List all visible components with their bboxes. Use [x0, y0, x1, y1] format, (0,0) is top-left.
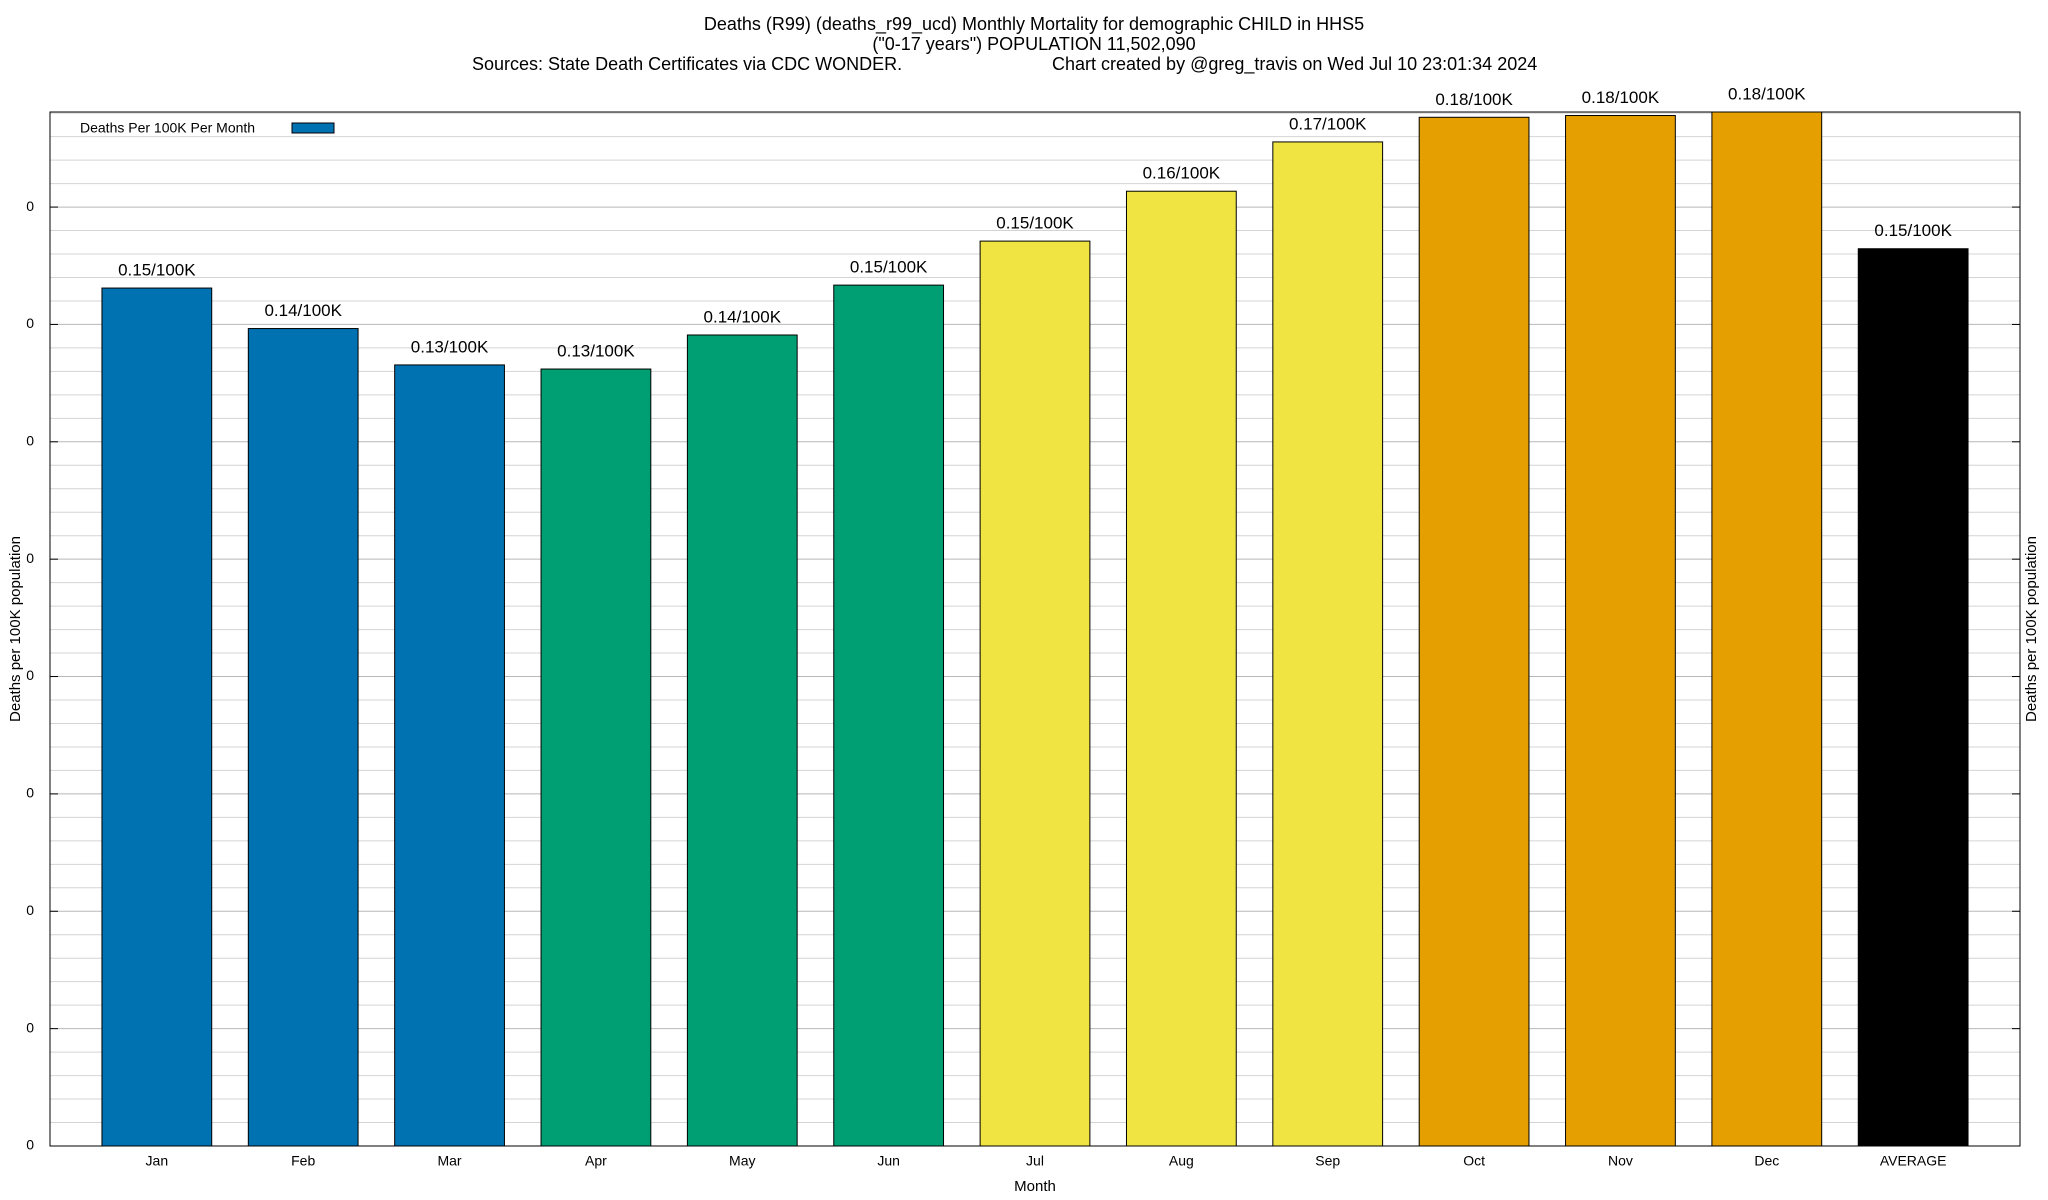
y-tick-label: 0 — [26, 1137, 34, 1153]
value-label: 0.15/100K — [1874, 221, 1952, 240]
x-tick-label: May — [729, 1153, 755, 1169]
value-label: 0.14/100K — [704, 307, 782, 326]
value-label: 0.14/100K — [264, 301, 342, 320]
y-tick-label: 0 — [26, 785, 34, 801]
x-tick-label: Nov — [1608, 1153, 1633, 1169]
bar — [540, 368, 652, 1147]
bar — [686, 334, 798, 1147]
y-tick-label: 0 — [26, 433, 34, 449]
value-label: 0.15/100K — [996, 214, 1074, 233]
x-tick-label: Mar — [437, 1153, 461, 1169]
bar — [1711, 111, 1823, 1147]
x-axis-label: Month — [1014, 1178, 1056, 1195]
value-label: 0.16/100K — [1143, 164, 1221, 183]
plot-border — [49, 111, 2021, 1147]
y-tick-label: 0 — [26, 1019, 34, 1035]
y-tick-label: 0 — [26, 315, 34, 331]
bar — [101, 287, 213, 1147]
bar — [247, 328, 359, 1147]
bar — [1565, 115, 1676, 1147]
legend-label: Deaths Per 100K Per Month — [80, 120, 255, 136]
bar — [979, 240, 1091, 1147]
x-tick-label: Aug — [1169, 1153, 1194, 1169]
value-label: 0.17/100K — [1289, 114, 1367, 133]
x-tick-label: Apr — [585, 1153, 607, 1169]
chart-title: Deaths (R99) (deaths_r99_ucd) Monthly Mo… — [704, 14, 1364, 35]
bar — [1125, 190, 1237, 1147]
y-axis-label: Deaths per 100K population — [7, 536, 24, 722]
value-label: 0.13/100K — [557, 342, 635, 361]
sources: Sources: State Death Certificates via CD… — [472, 54, 902, 74]
bar — [833, 284, 945, 1147]
value-label: 0.15/100K — [850, 258, 928, 277]
bar — [394, 364, 505, 1147]
x-tick-label: AVERAGE — [1880, 1153, 1947, 1169]
x-tick-label: Oct — [1463, 1153, 1485, 1169]
y-tick-label: 0 — [26, 667, 34, 683]
x-tick-label: Jul — [1026, 1153, 1044, 1169]
x-tick-label: Feb — [291, 1153, 315, 1169]
bar — [1857, 248, 1969, 1147]
bar — [1272, 141, 1384, 1147]
x-tick-label: Sep — [1315, 1153, 1340, 1169]
y-tick-label: 0 — [26, 198, 34, 214]
value-label: 0.18/100K — [1582, 88, 1660, 107]
y-tick-label: 0 — [26, 550, 34, 566]
chart-subtitle: ("0-17 years") POPULATION 11,502,090 — [872, 34, 1195, 54]
x-tick-label: Jan — [146, 1153, 169, 1169]
value-label: 0.18/100K — [1435, 90, 1513, 109]
credit: Chart created by @greg_travis on Wed Jul… — [1052, 54, 1537, 75]
bar — [1418, 116, 1530, 1147]
value-label: 0.13/100K — [411, 337, 489, 356]
x-tick-label: Dec — [1754, 1153, 1779, 1169]
value-label: 0.18/100K — [1728, 84, 1806, 103]
y-tick-label: 0 — [26, 902, 34, 918]
y2-axis-label: Deaths per 100K population — [2023, 536, 2040, 722]
legend-swatch — [291, 122, 335, 134]
value-label: 0.15/100K — [118, 261, 196, 280]
x-tick-label: Jun — [877, 1153, 900, 1169]
